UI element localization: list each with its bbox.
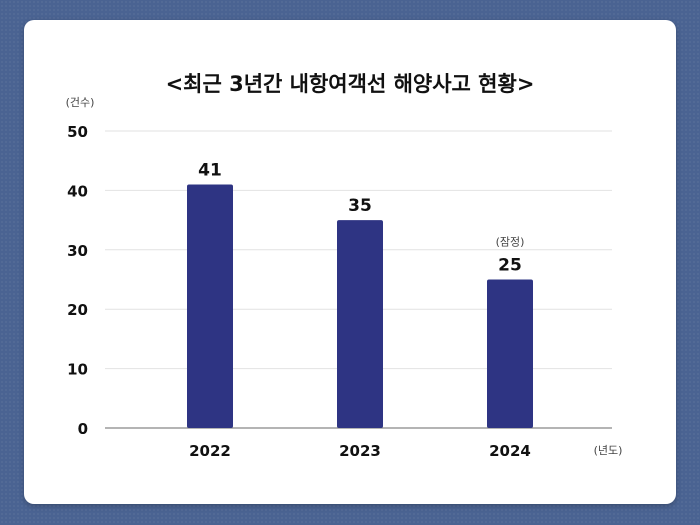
- bar-2023: [337, 220, 383, 428]
- y-tick-label: 40: [67, 182, 88, 200]
- provisional-note: (잠정): [496, 236, 525, 249]
- y-tick-label: 30: [67, 242, 88, 260]
- bar-2022: [187, 184, 233, 428]
- chart-title: <최근 3년간 내항여객선 해양사고 현황>: [166, 72, 535, 96]
- bar-2024: [487, 279, 533, 428]
- x-tick-label: 2022: [189, 442, 231, 460]
- y-tick-label: 0: [78, 420, 88, 438]
- y-tick-label: 20: [67, 301, 88, 319]
- data-label: 25: [498, 256, 522, 276]
- y-tick-label: 10: [67, 361, 88, 379]
- x-tick-label: 2023: [339, 442, 381, 460]
- y-tick-label: 50: [67, 123, 88, 141]
- y-axis-unit: (건수): [66, 96, 95, 109]
- data-label: 41: [198, 160, 222, 180]
- data-label: 35: [348, 196, 372, 216]
- x-axis-unit: (년도): [594, 444, 623, 457]
- x-tick-label: 2024: [489, 442, 531, 460]
